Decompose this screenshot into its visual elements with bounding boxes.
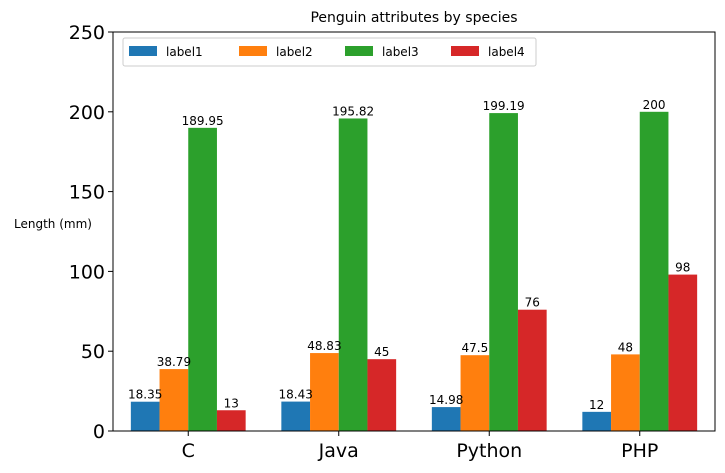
plot-area-frame xyxy=(112,31,716,432)
data-label-label2-php: 48 xyxy=(618,340,633,354)
legend-label-label2: label2 xyxy=(276,45,313,59)
legend-swatch-label2 xyxy=(239,46,267,56)
bar-label2-python xyxy=(460,355,490,431)
y-axis-label: Length (mm) xyxy=(14,217,92,231)
legend-box xyxy=(122,37,537,67)
data-label-label1-python: 14.98 xyxy=(429,393,463,407)
bar-label3-java xyxy=(338,118,368,431)
chart-title: Penguin attributes by species xyxy=(310,10,517,26)
data-label-label4-c: 13 xyxy=(224,396,239,410)
legend-swatch-label3 xyxy=(345,46,373,56)
x-tick-label-c: C xyxy=(182,440,195,462)
bar-label2-java xyxy=(310,353,339,431)
bar-label4-php xyxy=(668,274,698,431)
data-label-label1-php: 12 xyxy=(589,398,604,412)
y-axis: 0 50 100 150 200 250 xyxy=(69,22,113,443)
bar-label2-c xyxy=(159,369,189,431)
y-tick-label: 150 xyxy=(69,182,105,204)
x-tick-label-python: Python xyxy=(456,440,522,462)
legend-label-label4: label4 xyxy=(488,45,525,59)
data-label-label3-c: 189.95 xyxy=(182,114,224,128)
data-label-label1-java: 18.43 xyxy=(279,388,313,402)
bar-label2-php xyxy=(611,354,640,431)
data-label-label4-php: 98 xyxy=(675,261,690,275)
bar-label1-c xyxy=(130,401,160,431)
bar-label1-python xyxy=(431,407,461,431)
data-label-label3-php: 200 xyxy=(643,98,666,112)
legend-swatch-label1 xyxy=(129,46,157,56)
bar-label3-php xyxy=(639,111,669,432)
legend-label-label1: label1 xyxy=(166,45,203,59)
bars-layer xyxy=(130,111,698,432)
legend-label-label3: label3 xyxy=(382,45,419,59)
data-labels-layer: 18.35 18.43 14.98 12 38.79 48.83 47.5 48 189.95 1… xyxy=(128,98,690,412)
bar-label1-php xyxy=(582,411,612,431)
bar-label3-c xyxy=(188,127,217,432)
data-label-label2-c: 38.79 xyxy=(157,355,191,369)
data-label-label3-java: 195.82 xyxy=(332,104,374,118)
bar-label4-java xyxy=(367,359,397,431)
bar-label4-c xyxy=(216,410,246,431)
data-label-label3-python: 199.19 xyxy=(483,99,525,113)
y-tick-label: 100 xyxy=(69,261,105,283)
legend: label1 label2 label3 label4 xyxy=(122,37,537,67)
data-label-label4-python: 76 xyxy=(525,296,540,310)
x-axis: C Java Python PHP xyxy=(182,431,658,462)
bar-label4-python xyxy=(517,309,547,431)
data-label-label4-java: 45 xyxy=(374,345,389,359)
y-tick-label: 50 xyxy=(81,341,105,363)
x-tick-label-php: PHP xyxy=(621,440,658,462)
legend-swatch-label4 xyxy=(451,46,479,56)
y-tick-label: 0 xyxy=(93,421,105,443)
y-tick-label: 250 xyxy=(69,22,105,44)
x-tick-label-java: Java xyxy=(318,440,359,462)
bar-label1-java xyxy=(281,401,311,431)
data-label-label2-java: 48.83 xyxy=(307,339,341,353)
y-tick-label: 200 xyxy=(69,102,105,124)
bar-label3-python xyxy=(489,113,518,431)
data-label-label1-c: 18.35 xyxy=(128,388,162,402)
data-label-label2-python: 47.5 xyxy=(462,341,489,355)
